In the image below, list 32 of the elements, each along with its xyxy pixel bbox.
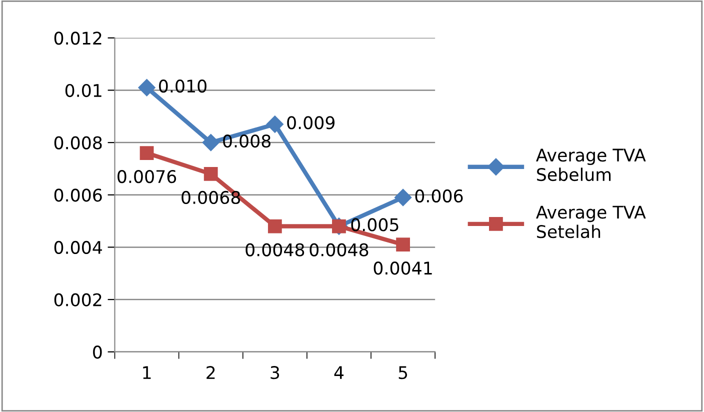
x-tick-label: 3: [270, 366, 280, 380]
data-label: 0.005: [351, 218, 398, 232]
point: [140, 146, 154, 160]
legend-label: Average TVA Setelah: [536, 206, 646, 238]
x-tick-label: 2: [206, 366, 215, 379]
y-tick-label: 0: [93, 346, 102, 359]
data-label: 0.0048: [310, 243, 368, 256]
y-tick-label: 0.002: [54, 293, 102, 306]
point: [202, 134, 220, 152]
y-tick-label: 0.006: [54, 188, 102, 202]
legend-label: Average TVA Sebelum: [536, 148, 646, 182]
point: [204, 167, 218, 181]
y-tick-label: 0.012: [54, 32, 102, 45]
x-tick-label: 1: [143, 366, 151, 379]
point: [394, 188, 412, 206]
y-tick-label: 0.004: [54, 240, 102, 254]
y-tick-label: 0.01: [65, 84, 102, 98]
data-label: 0.006: [415, 189, 463, 203]
data-label: 0.0076: [118, 170, 176, 184]
data-label: 0.0048: [246, 243, 304, 256]
data-label: 0.0068: [182, 190, 240, 204]
data-label: 0.010: [159, 80, 206, 93]
point: [138, 79, 156, 96]
y-tick-label: 0.008: [54, 136, 102, 150]
data-label: 0.009: [287, 116, 335, 130]
data-label: 0.008: [223, 134, 270, 148]
x-tick-label: 5: [398, 366, 408, 380]
point: [396, 238, 410, 252]
x-tick-label: 4: [334, 366, 344, 379]
point: [268, 219, 282, 234]
data-label: 0.0041: [374, 262, 432, 275]
point: [266, 116, 284, 133]
